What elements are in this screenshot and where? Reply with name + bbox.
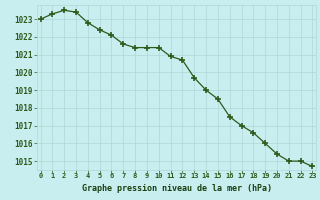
X-axis label: Graphe pression niveau de la mer (hPa): Graphe pression niveau de la mer (hPa) <box>82 184 271 193</box>
